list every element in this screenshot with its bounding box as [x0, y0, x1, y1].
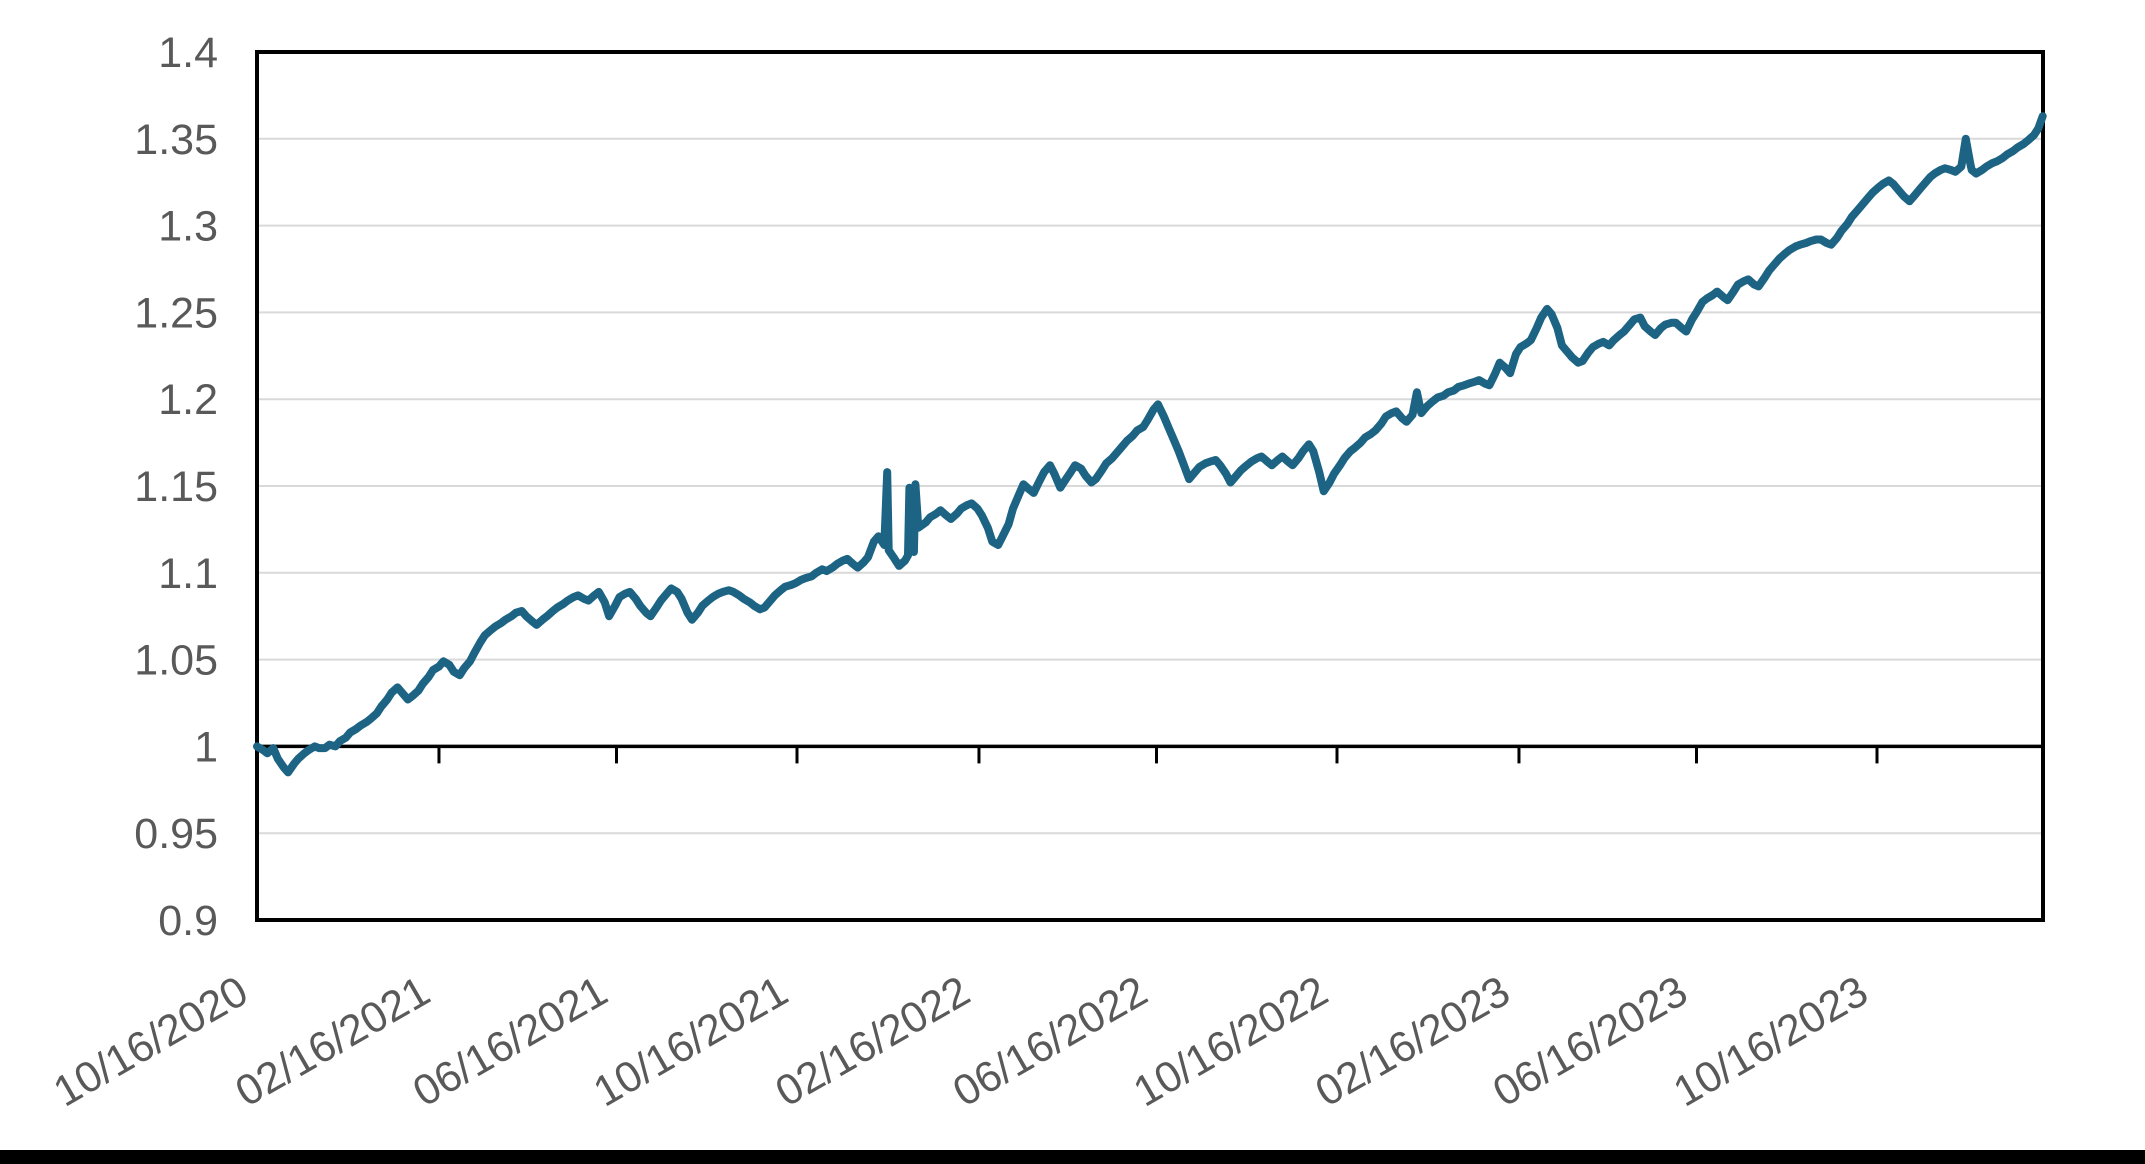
y-tick-label: 1.25 — [134, 289, 218, 337]
y-tick-label: 1.1 — [158, 550, 218, 598]
y-tick-label: 0.95 — [134, 810, 218, 858]
y-tick-label: 1.05 — [134, 637, 218, 685]
y-tick-label: 1.15 — [134, 463, 218, 511]
y-tick-label: 1.35 — [134, 116, 218, 164]
data-line — [253, 112, 2047, 777]
bottom-black-bar — [0, 1150, 2145, 1164]
y-tick-label: 1.4 — [158, 29, 218, 77]
y-tick-label: 1.3 — [158, 203, 218, 251]
y-tick-label: 1 — [194, 723, 218, 771]
y-tick-label: 1.2 — [158, 376, 218, 424]
y-tick-label: 0.9 — [158, 897, 218, 945]
plot-border — [255, 50, 2045, 922]
